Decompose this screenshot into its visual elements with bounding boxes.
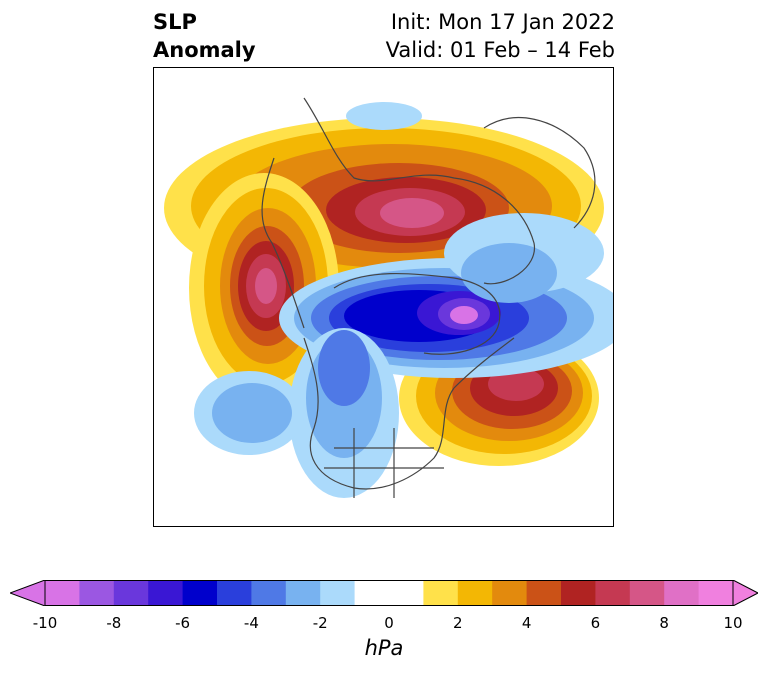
colorbar-extend-max — [732, 580, 758, 606]
colorbar-tick-label: -4 — [243, 614, 259, 632]
init-date: Init: Mon 17 Jan 2022 — [390, 10, 615, 34]
colorbar-bin — [629, 580, 665, 606]
anomaly-map — [164, 97, 613, 498]
map-panel — [153, 67, 614, 527]
low-arctic — [279, 258, 613, 378]
colorbar-bin — [217, 580, 252, 606]
colorbar-bin — [595, 580, 631, 606]
colorbar-bin — [561, 580, 596, 606]
colorbar-bin — [182, 580, 218, 606]
colorbar-bin — [526, 580, 562, 606]
colorbar-bin — [664, 580, 700, 606]
colorbar-tick-label: 2 — [453, 614, 463, 632]
colorbar-bin — [251, 580, 287, 606]
colorbar-bin — [45, 580, 80, 606]
title-right: Init: Mon 17 Jan 2022 Valid: 01 Feb – 14… — [386, 8, 615, 64]
colorbar-tick-label: 4 — [521, 614, 532, 632]
colorbar-bin — [354, 580, 390, 606]
colorbar-bin — [698, 580, 734, 606]
colorbar-bin — [492, 580, 528, 606]
colorbar-bin — [79, 580, 115, 606]
colorbar-extend-min — [10, 580, 46, 606]
low-atlantic — [194, 371, 304, 455]
colorbar-tick-label: -8 — [106, 614, 122, 632]
low-siberia-edge — [346, 102, 604, 303]
title-variable: SLP — [153, 10, 197, 34]
colorbar-tick-label: 0 — [384, 614, 394, 632]
coastlines — [261, 97, 596, 498]
colorbar-bin — [148, 580, 184, 606]
colorbar — [10, 580, 758, 606]
colorbar-unit-label: hPa — [364, 636, 404, 660]
title-left: SLP Anomaly — [153, 8, 256, 64]
title-quantity: Anomaly — [153, 38, 256, 62]
colorbar-tick-label: 8 — [659, 614, 669, 632]
colorbar-bin — [285, 580, 321, 606]
colorbar-border — [44, 580, 734, 606]
colorbar-bin — [423, 580, 459, 606]
colorbar-bin — [457, 580, 493, 606]
colorbar-bin — [389, 580, 424, 606]
colorbar-tick-label: -2 — [312, 614, 328, 632]
low-north-america — [289, 328, 399, 498]
colorbar-tick-label: 10 — [723, 614, 743, 632]
valid-range: Valid: 01 Feb – 14 Feb — [385, 38, 615, 62]
colorbar-tick-label: -10 — [32, 614, 58, 632]
colorbar-tick-label: 6 — [590, 614, 601, 632]
colorbar-bin — [113, 580, 149, 606]
colorbar-tick-label: -6 — [175, 614, 191, 632]
colorbar-bin — [320, 580, 356, 606]
